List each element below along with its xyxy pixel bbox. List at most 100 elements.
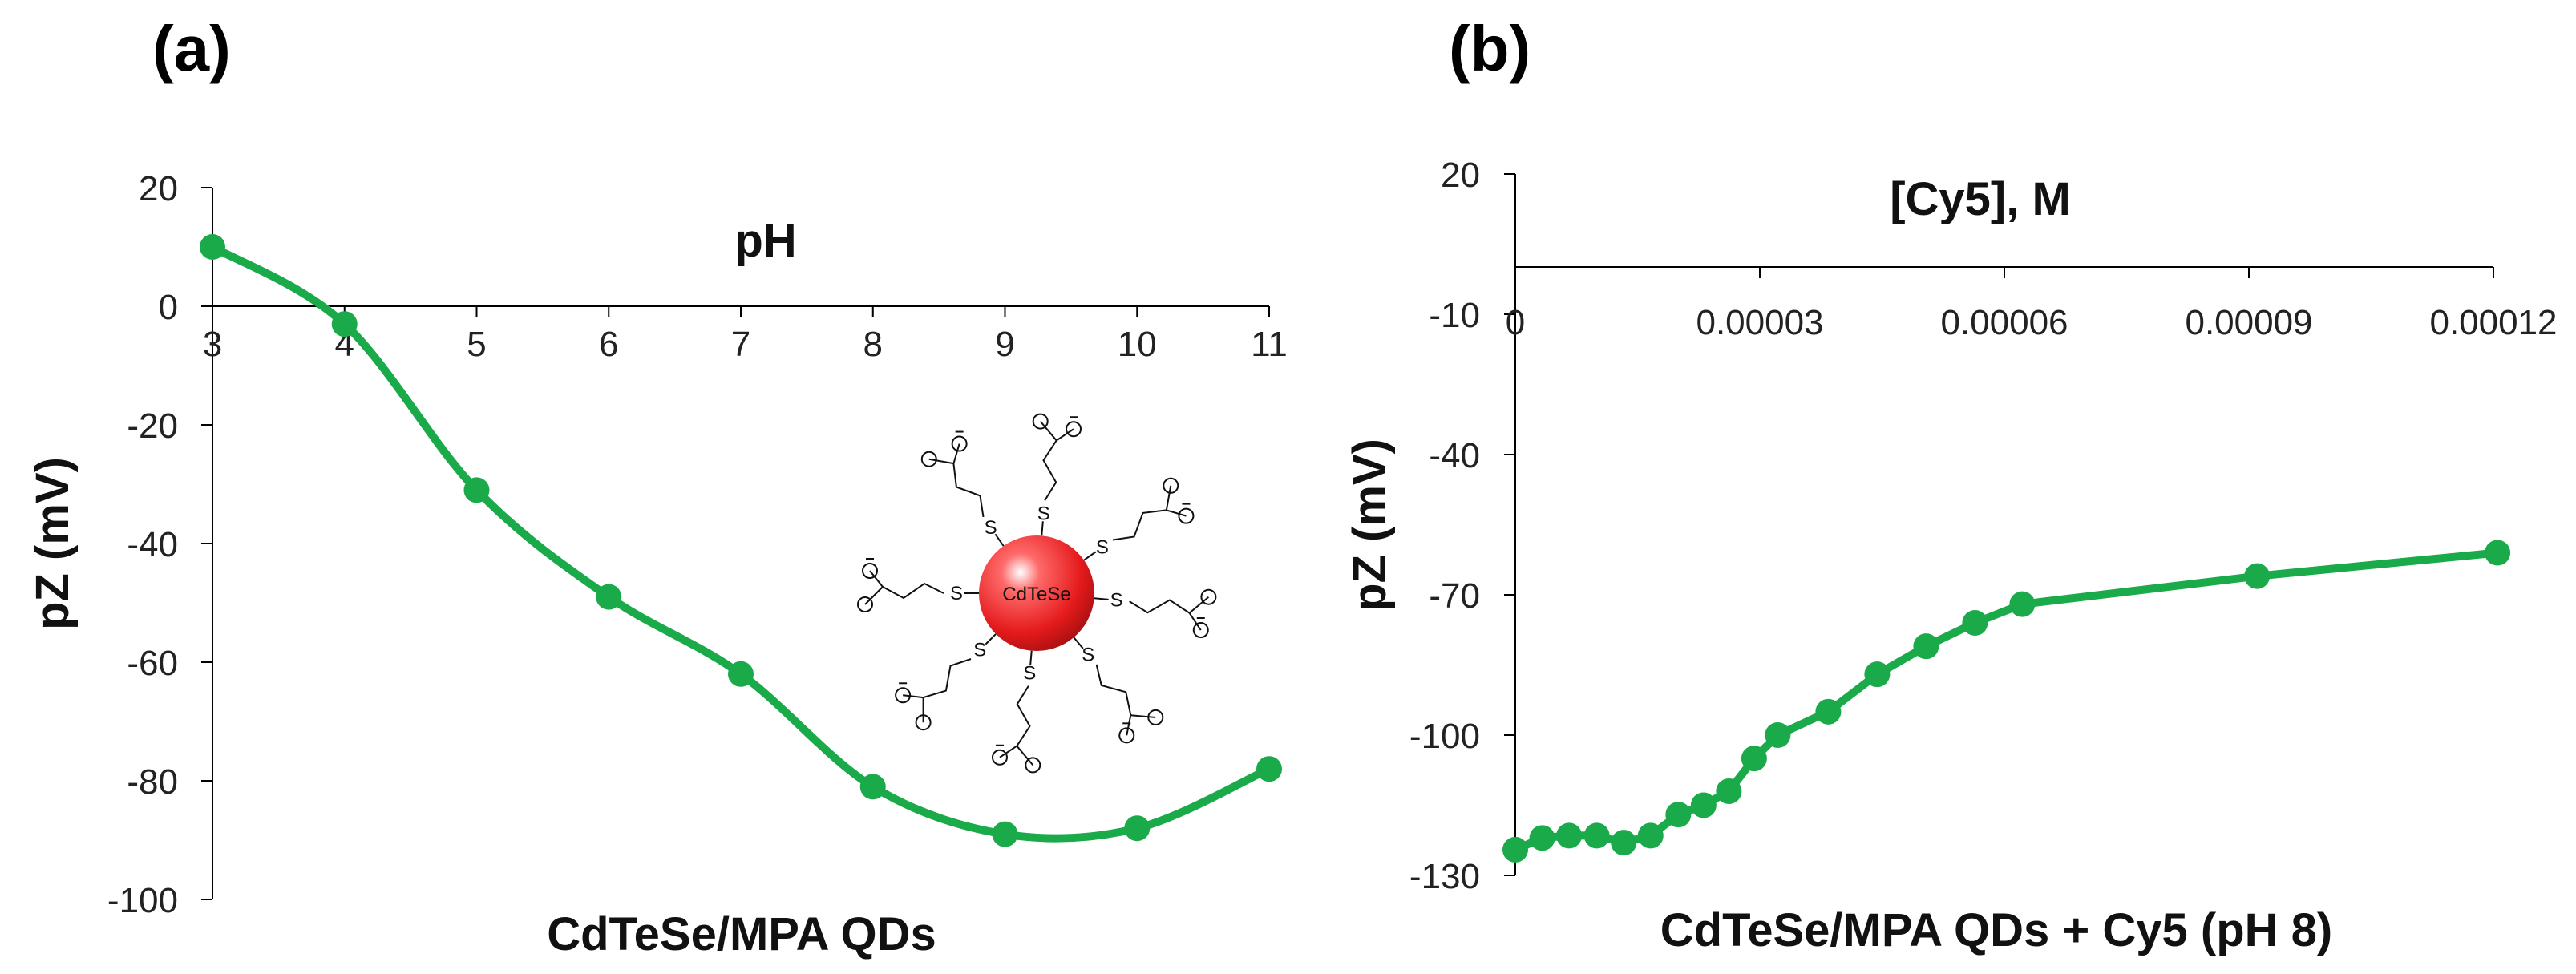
panel-a-data-point bbox=[1256, 756, 1282, 782]
oxygen-atom bbox=[1147, 709, 1164, 725]
panel-b-data-point bbox=[1611, 830, 1637, 856]
panel-a-data-point bbox=[596, 584, 622, 610]
panel-b-points bbox=[1502, 540, 2511, 863]
oxygen-atom-charged bbox=[1178, 507, 1195, 524]
panel-a-x-tick-label: 3 bbox=[203, 325, 222, 364]
oxygen-atom bbox=[1025, 757, 1041, 774]
carbon-chain bbox=[923, 658, 972, 699]
ligand-group: S S S S S S S S bbox=[857, 413, 1217, 774]
sulfur-atom-label: S bbox=[950, 583, 963, 604]
qd-core-sphere bbox=[979, 535, 1094, 651]
oxygen-atom-charged bbox=[895, 687, 912, 704]
panel-b: (b) 20-10-40-70-100-130 0 0.00003 0.00006 0… bbox=[1344, 13, 2558, 956]
carbon-chain bbox=[882, 582, 944, 600]
panel-b-data-point bbox=[1556, 822, 1583, 849]
carboxylate-bond bbox=[952, 443, 960, 464]
panel-b-x-tick-label: 0.00012 bbox=[2429, 303, 2557, 342]
ligand-bond bbox=[1029, 650, 1033, 665]
oxygen-atom bbox=[1032, 413, 1049, 430]
carbonyl-bond bbox=[1016, 745, 1034, 766]
panel-a-x-tick-label: 9 bbox=[995, 325, 1014, 364]
ligand-bond bbox=[985, 633, 997, 645]
panel-b-data-point bbox=[1690, 792, 1717, 818]
panel-a-data-point bbox=[992, 821, 1018, 847]
panel-b-y-tick-label: -70 bbox=[1429, 576, 1480, 616]
carbonyl-bond bbox=[1165, 485, 1172, 511]
panel-b-data-point bbox=[1913, 633, 1939, 660]
panel-a-y-ticks: 20 0 -20 -40 -60 -80 -100 bbox=[107, 169, 212, 920]
panel-a-y-tick-label: -100 bbox=[107, 881, 178, 920]
sulfur-atom-label: S bbox=[1023, 663, 1036, 685]
carboxylate-bond bbox=[869, 570, 884, 588]
oxygen-atom-charged bbox=[1192, 622, 1209, 639]
mpa-ligand: S bbox=[857, 558, 979, 612]
sulfur-atom-label: S bbox=[1096, 537, 1109, 559]
panel-b-data-point bbox=[1665, 802, 1692, 828]
panel-a-x-tick-label: 5 bbox=[467, 325, 486, 364]
carbonyl-bond bbox=[1130, 714, 1156, 718]
carbon-chain bbox=[1112, 509, 1167, 541]
carbon-chain bbox=[952, 463, 985, 518]
panel-b-data-point bbox=[1864, 661, 1891, 688]
carboxylate-bond bbox=[903, 694, 924, 699]
carboxylate-bond bbox=[1188, 612, 1202, 631]
panel-b-data-point bbox=[1765, 722, 1791, 748]
carboxylate-bond bbox=[1166, 509, 1187, 517]
panel-a-y-axis-title: pZ (mV) bbox=[26, 457, 79, 630]
carboxylate-bond bbox=[999, 745, 1017, 758]
oxygen-atom bbox=[1200, 588, 1217, 605]
carboxylate-bond bbox=[1056, 428, 1074, 442]
panel-b-data-point bbox=[1502, 836, 1528, 863]
carbon-chain bbox=[1129, 599, 1191, 614]
panel-a-y-tick-label: -40 bbox=[127, 525, 178, 564]
panel-a-points bbox=[200, 234, 1282, 847]
panel-a-data-point bbox=[859, 774, 886, 800]
sulfur-atom-label: S bbox=[1110, 590, 1123, 612]
panel-b-x-tick-label: 0 bbox=[1506, 303, 1525, 342]
oxygen-atom-charged bbox=[1066, 421, 1082, 438]
panel-b-y-tick-label: -130 bbox=[1409, 857, 1480, 896]
carbonyl-bond bbox=[1188, 596, 1210, 614]
panel-a: (a) 200-20-40-60-80-100 3 4 5 6 7 8 9 10 11 pH p… bbox=[26, 13, 1288, 960]
panel-a-y-tick-label: 0 bbox=[159, 288, 178, 327]
carbon-chain bbox=[1095, 664, 1132, 716]
ligand-bond bbox=[1094, 597, 1109, 600]
oxygen-atom-charged bbox=[1118, 727, 1135, 744]
panel-a-data-point bbox=[463, 477, 490, 503]
mpa-ligand: S bbox=[1073, 637, 1164, 744]
panel-b-label: (b) bbox=[1449, 13, 1531, 84]
mpa-ligand: S bbox=[1094, 588, 1217, 639]
sulfur-atom-label: S bbox=[1082, 645, 1094, 666]
panel-a-y-tick-label: -80 bbox=[127, 762, 178, 802]
panel-a-data-point bbox=[200, 234, 225, 260]
sulfur-atom-label: S bbox=[973, 640, 986, 661]
panel-b-y-tick-label: -10 bbox=[1429, 296, 1480, 335]
panel-a-x-axis-title: pH bbox=[734, 215, 796, 267]
panel-a-data-point bbox=[1124, 815, 1151, 842]
panel-b-y-tick-label: -40 bbox=[1429, 436, 1480, 475]
panel-b-x-tick-label: 0.00006 bbox=[1940, 303, 2068, 342]
oxygen-atom bbox=[915, 714, 932, 731]
mpa-ligand: S bbox=[920, 430, 1005, 547]
panel-b-series-line bbox=[1511, 548, 2502, 854]
sulfur-atom-label: S bbox=[1037, 503, 1050, 524]
panel-a-x-ticks: 3 4 5 6 7 8 9 10 11 bbox=[203, 306, 1288, 364]
panel-a-x-tick-label: 8 bbox=[863, 325, 883, 364]
mpa-ligand: S bbox=[991, 650, 1041, 774]
oxygen-atom bbox=[1163, 477, 1179, 494]
panel-a-data-point bbox=[331, 311, 358, 337]
panel-b-data-point bbox=[1716, 778, 1742, 804]
carbonyl-bond bbox=[928, 458, 954, 465]
mpa-ligand: S bbox=[1083, 477, 1195, 561]
sulfur-atom-label: S bbox=[985, 517, 997, 539]
panel-b-x-tick-label: 0.00009 bbox=[2185, 303, 2312, 342]
panel-b-data-point bbox=[1962, 610, 1988, 636]
panel-b-caption: CdTeSe/MPA QDs + Cy5 (pH 8) bbox=[1660, 904, 2332, 956]
panel-a-data-point bbox=[728, 661, 754, 687]
carbonyl-bond bbox=[1039, 420, 1057, 442]
ligand-bond bbox=[1083, 551, 1097, 561]
panel-b-x-axis-title: [Cy5], M bbox=[1890, 173, 2071, 225]
carbon-chain bbox=[1016, 685, 1031, 747]
panel-b-data-point bbox=[2244, 563, 2271, 589]
